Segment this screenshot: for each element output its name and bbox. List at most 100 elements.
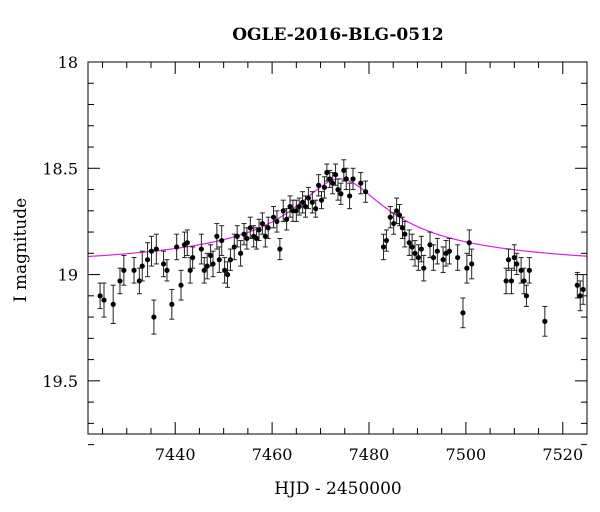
data-point <box>316 182 322 188</box>
plot-frame <box>87 61 588 435</box>
data-point <box>121 267 127 273</box>
data-point <box>455 254 461 261</box>
data-point <box>277 246 283 252</box>
data-point <box>464 265 470 271</box>
data-point <box>394 208 400 214</box>
data-point <box>164 267 170 273</box>
data-point <box>523 293 530 299</box>
data-point <box>131 267 137 273</box>
y-tick-label: 18 <box>58 53 78 72</box>
data-point <box>321 184 328 191</box>
data-point <box>270 214 277 220</box>
data-point <box>505 257 512 263</box>
data-point <box>391 220 397 227</box>
data-point <box>210 261 216 267</box>
data-point <box>330 180 336 186</box>
data-point <box>358 180 364 186</box>
data-point <box>136 278 142 284</box>
data-point <box>427 242 433 248</box>
data-point <box>503 278 509 284</box>
data-point <box>174 244 180 250</box>
x-tick-label: 7480 <box>349 445 390 464</box>
data-point <box>460 310 466 316</box>
data-point <box>265 225 271 231</box>
data-point <box>110 301 116 307</box>
data-point <box>302 203 309 210</box>
data-point <box>305 195 312 201</box>
data-point <box>409 244 415 250</box>
data-point <box>224 271 231 278</box>
data-point <box>151 314 157 320</box>
axis-ticks: 7440 7460 7480 7500 7520 18 18.5 19 19.5 <box>42 53 588 464</box>
x-tick-label: 7520 <box>542 445 583 464</box>
y-tick-label: 19.5 <box>42 372 78 391</box>
data-point <box>300 199 306 205</box>
data-point <box>178 282 184 288</box>
data-points-group <box>97 159 586 337</box>
data-point <box>259 220 266 227</box>
data-point <box>387 214 393 220</box>
data-point <box>148 248 155 254</box>
data-point <box>421 265 427 271</box>
data-point <box>332 172 339 178</box>
data-point <box>542 318 548 324</box>
data-point <box>343 176 349 182</box>
data-point <box>139 263 145 269</box>
x-tick-label: 7440 <box>155 445 196 464</box>
data-point <box>518 267 524 273</box>
data-point <box>190 254 196 261</box>
data-point <box>574 282 580 288</box>
data-point <box>214 233 220 239</box>
data-point <box>216 257 222 263</box>
data-point <box>309 199 315 205</box>
x-tick-label: 7460 <box>252 445 293 464</box>
data-point <box>446 248 453 254</box>
data-point <box>262 233 268 239</box>
data-point <box>383 237 390 244</box>
data-point <box>187 267 193 273</box>
data-point <box>293 208 299 214</box>
data-point <box>338 191 344 197</box>
data-point <box>440 257 446 263</box>
data-point <box>219 237 225 244</box>
data-point <box>238 250 244 256</box>
data-point <box>362 189 369 195</box>
data-point <box>244 235 250 242</box>
data-point <box>412 250 418 256</box>
data-point <box>396 212 403 218</box>
data-point <box>350 176 356 182</box>
data-point <box>347 193 353 199</box>
data-point <box>256 227 262 233</box>
data-point <box>327 176 333 182</box>
data-point <box>406 240 412 246</box>
data-point <box>430 254 437 261</box>
data-point <box>580 286 586 293</box>
data-point <box>198 246 204 252</box>
data-point <box>514 261 520 267</box>
data-point <box>280 208 286 214</box>
data-point <box>253 235 260 242</box>
data-point <box>274 218 280 225</box>
data-point <box>207 252 214 259</box>
y-tick-label: 18.5 <box>42 159 78 178</box>
data-point <box>399 225 406 231</box>
x-tick-label: 7500 <box>446 445 487 464</box>
y-tick-label: 19 <box>58 266 78 285</box>
data-point <box>469 261 475 267</box>
data-point <box>335 186 341 193</box>
data-point <box>97 293 103 299</box>
data-point <box>511 254 517 261</box>
data-point <box>184 240 190 246</box>
data-point <box>313 206 319 212</box>
data-point <box>380 244 387 250</box>
data-point <box>434 248 440 254</box>
x-axis-label: HJD - 2450000 <box>274 479 402 499</box>
data-point <box>227 257 234 263</box>
data-point <box>169 301 175 307</box>
chart-title: OGLE-2016-BLG-0512 <box>232 25 444 45</box>
data-point <box>466 240 472 246</box>
data-point <box>521 278 527 284</box>
data-point <box>341 167 347 174</box>
